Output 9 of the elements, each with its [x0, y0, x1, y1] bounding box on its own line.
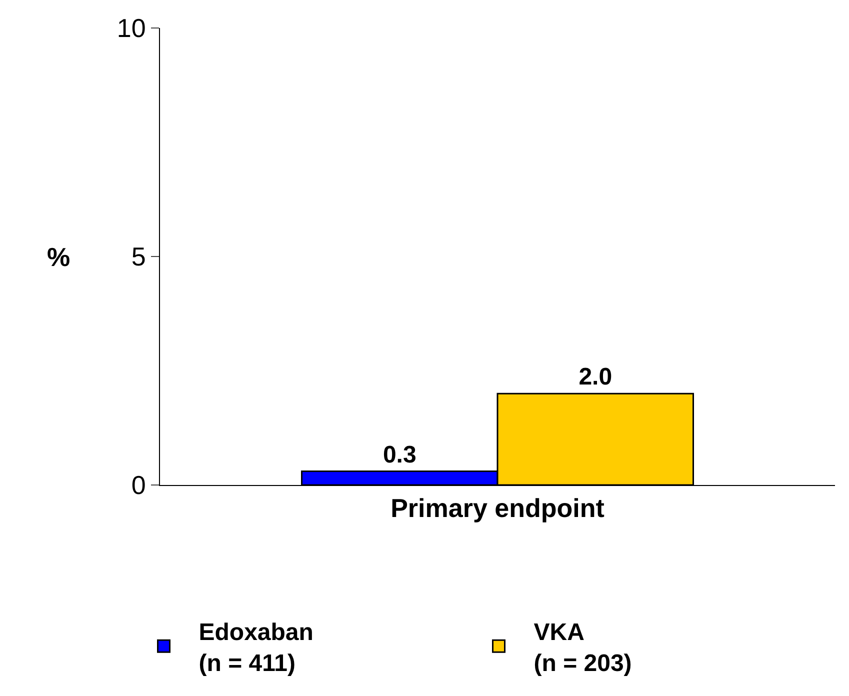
y-tick-label: 5	[131, 242, 146, 272]
y-axis-title: %	[47, 242, 70, 272]
legend-label: VKA (n = 203)	[534, 618, 632, 678]
y-tick-label: 0	[131, 470, 146, 500]
x-tick-label: Primary endpoint	[390, 493, 605, 524]
legend-label: Edoxaban (n = 411)	[198, 618, 314, 678]
data-label: 0.3	[382, 441, 416, 468]
data-label: 2.0	[578, 364, 612, 391]
y-tick-label: 10	[116, 13, 146, 44]
